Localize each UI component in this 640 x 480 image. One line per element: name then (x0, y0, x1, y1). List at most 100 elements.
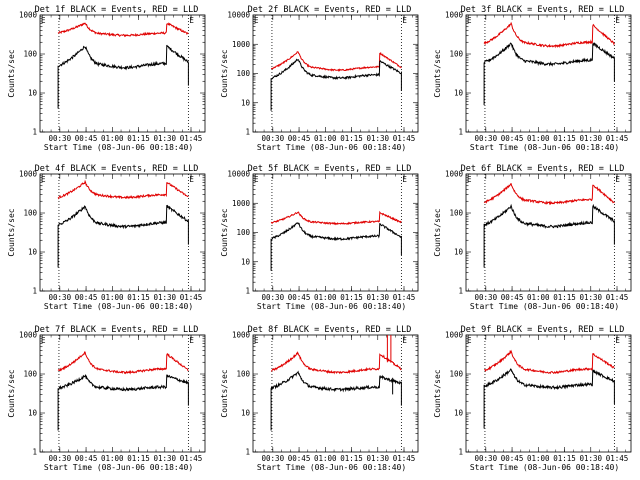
plot-frame (39, 334, 206, 453)
x-tick-label: 01:30 (153, 454, 176, 463)
x-tick-label: 01:00 (101, 454, 124, 463)
flag-marker: E (41, 16, 46, 25)
y-axis-label: Counts/sec (220, 369, 229, 417)
y-tick-label: 1000 (445, 331, 464, 340)
x-tick-label: 01:45 (393, 454, 416, 463)
x-tick-label: 01:45 (606, 293, 629, 302)
flag-marker: E (615, 16, 620, 25)
panel-det-8: Det 8f BLACK = Events, RED = LLD 1 10 100 10… (220, 325, 419, 472)
x-tick-label: 01:30 (366, 454, 389, 463)
x-tick-label: 01:30 (153, 134, 176, 143)
flag-marker: E (189, 16, 194, 25)
x-axis-label: Start Time (08-Jun-06 00:18:40) (44, 302, 193, 311)
panel-det-6: Det 6f BLACK = Events, RED = LLD 1 10 100 10… (433, 164, 632, 311)
events-series-line (57, 373, 189, 431)
y-tick-label: 10 (241, 98, 251, 107)
flag-marker: E (402, 336, 407, 345)
x-tick-label: 00:45 (501, 134, 524, 143)
flag-marker: E (41, 175, 46, 184)
y-tick-label: 1000 (445, 170, 464, 179)
y-axis-label: Counts/sec (7, 369, 16, 417)
lld-series-line (483, 183, 615, 206)
lld-series-line (57, 351, 189, 375)
x-tick-label: 00:45 (288, 134, 311, 143)
y-tick-label: 10000 (227, 170, 250, 179)
y-tick-label: 1 (458, 448, 463, 457)
y-tick-label: 100 (236, 370, 250, 379)
x-tick-label: 01:00 (314, 454, 337, 463)
events-series-line (483, 368, 615, 429)
x-tick-label: 01:00 (527, 454, 550, 463)
y-tick-label: 100 (236, 69, 250, 78)
x-tick-label: 00:45 (501, 454, 524, 463)
lld-series-line (270, 351, 402, 375)
flag-marker: E (189, 175, 194, 184)
lld-series-line (271, 51, 402, 72)
x-tick-label: 01:30 (579, 454, 602, 463)
x-tick-label: 01:00 (527, 134, 550, 143)
y-tick-label: 1000 (445, 11, 464, 20)
x-tick-label: 01:30 (579, 293, 602, 302)
panel-title: Det 8f BLACK = Events, RED = LLD (248, 325, 412, 335)
panel-title: Det 4f BLACK = Events, RED = LLD (35, 164, 199, 174)
x-tick-label: 01:45 (180, 134, 203, 143)
events-series-line (270, 370, 402, 431)
panel-title: Det 7f BLACK = Events, RED = LLD (35, 325, 199, 335)
events-series-line (57, 44, 189, 109)
panel-det-2: Det 2f BLACK = Events, RED = LLD 1 10 100 10… (220, 5, 419, 152)
x-tick-label: 01:45 (606, 134, 629, 143)
flag-marker: E (467, 16, 472, 25)
x-tick-label: 01:30 (366, 293, 389, 302)
y-axis-label: Counts/sec (433, 49, 442, 97)
y-tick-label: 1 (245, 128, 250, 137)
events-series-line (57, 204, 189, 268)
x-tick-label: 00:30 (475, 454, 498, 463)
y-tick-label: 1 (245, 448, 250, 457)
y-tick-label: 1000 (19, 170, 38, 179)
plot-frame (252, 334, 419, 453)
x-tick-label: 01:30 (579, 134, 602, 143)
x-axis-label: Start Time (08-Jun-06 00:18:40) (470, 302, 619, 311)
plot-frame (465, 14, 632, 133)
y-axis-label: Counts/sec (433, 208, 442, 256)
events-series-line (270, 58, 402, 111)
x-tick-label: 01:45 (393, 293, 416, 302)
flag-marker: E (402, 16, 407, 25)
events-series-line (270, 222, 402, 271)
x-axis-label: Start Time (08-Jun-06 00:18:40) (257, 143, 406, 152)
plot-frame (465, 334, 632, 453)
y-tick-label: 100 (23, 209, 37, 218)
x-tick-label: 01:00 (527, 293, 550, 302)
flag-marker: E (615, 336, 620, 345)
x-tick-label: 01:15 (127, 134, 150, 143)
x-tick-label: 01:00 (314, 293, 337, 302)
x-tick-label: 00:45 (75, 454, 98, 463)
y-axis-label: Counts/sec (220, 208, 229, 256)
panel-title: Det 5f BLACK = Events, RED = LLD (248, 164, 412, 174)
y-tick-label: 1 (458, 287, 463, 296)
flag-marker: E (467, 175, 472, 184)
y-tick-label: 10 (241, 257, 251, 266)
x-tick-label: 00:45 (75, 293, 98, 302)
lld-series-line (57, 179, 189, 200)
x-axis-label: Start Time (08-Jun-06 00:18:40) (44, 143, 193, 152)
panel-det-5: Det 5f BLACK = Events, RED = LLD 1 10 100 10… (220, 164, 419, 311)
flag-marker: E (615, 175, 620, 184)
y-tick-label: 100 (23, 370, 37, 379)
x-tick-label: 00:30 (49, 454, 72, 463)
y-tick-label: 10 (28, 89, 38, 98)
x-tick-label: 01:15 (340, 293, 363, 302)
lld-series-line (57, 22, 189, 38)
panel-title: Det 9f BLACK = Events, RED = LLD (461, 325, 625, 335)
x-tick-label: 00:45 (75, 134, 98, 143)
y-tick-label: 10 (241, 409, 251, 418)
x-tick-label: 01:00 (101, 134, 124, 143)
plot-frame (465, 173, 632, 292)
y-tick-label: 1 (32, 448, 37, 457)
x-axis-label: Start Time (08-Jun-06 00:18:40) (257, 463, 406, 472)
x-tick-label: 00:45 (288, 293, 311, 302)
x-tick-label: 01:45 (180, 293, 203, 302)
x-tick-label: 01:15 (340, 134, 363, 143)
panel-det-1: Det 1f BLACK = Events, RED = LLD 1 10 100 10… (7, 5, 206, 152)
